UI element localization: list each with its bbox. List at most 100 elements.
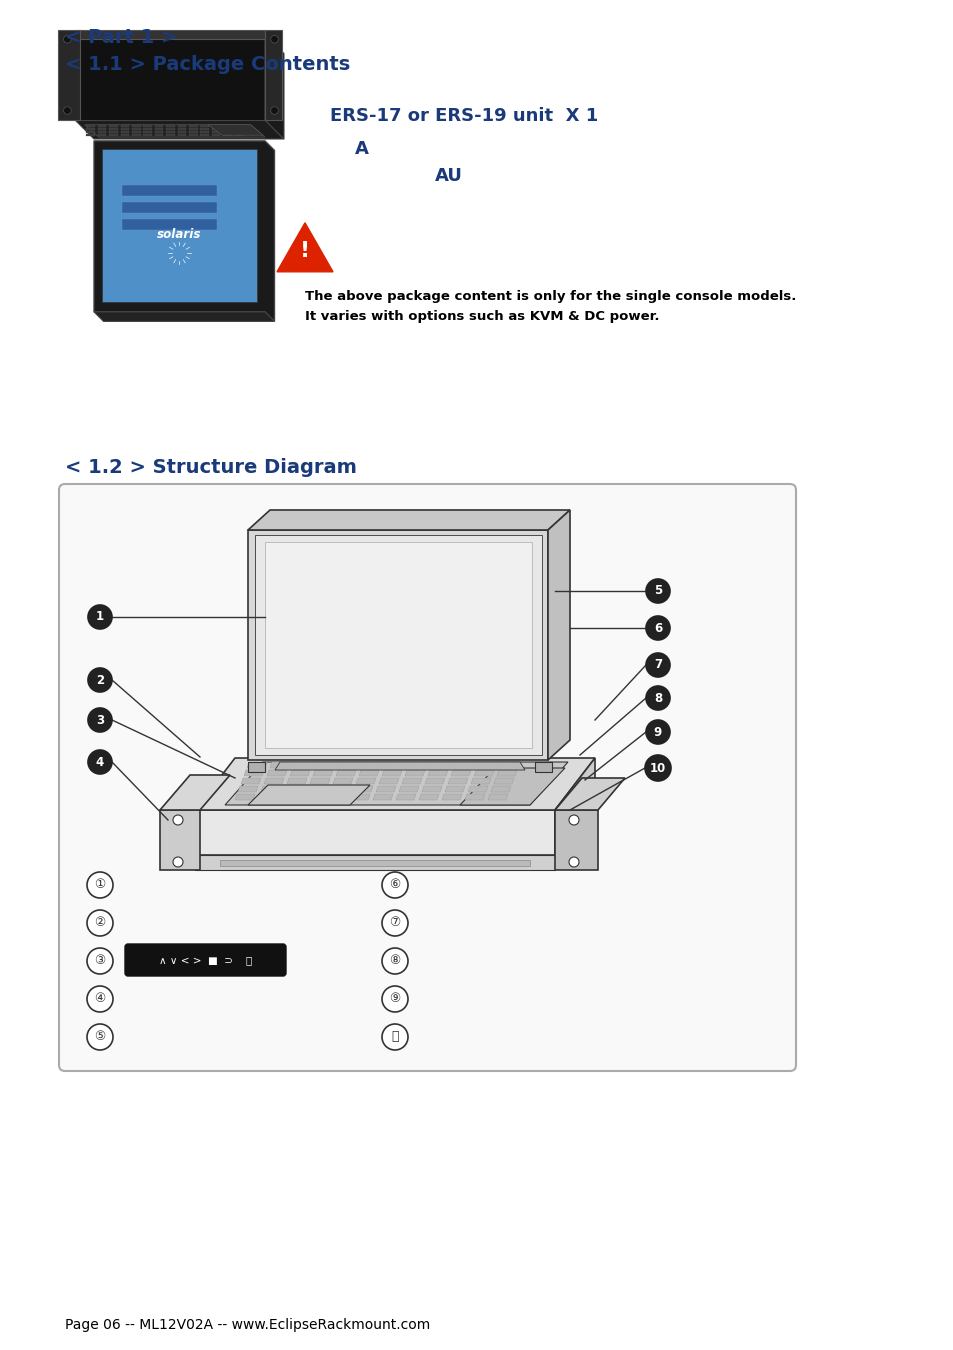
Polygon shape <box>194 810 555 855</box>
Polygon shape <box>444 786 464 792</box>
Circle shape <box>88 668 112 693</box>
Polygon shape <box>98 134 106 136</box>
Text: 7: 7 <box>653 659 661 671</box>
Polygon shape <box>132 124 140 127</box>
Polygon shape <box>535 761 552 772</box>
Text: ⑦: ⑦ <box>389 917 400 930</box>
Circle shape <box>645 720 669 744</box>
Text: ⑧: ⑧ <box>389 954 400 968</box>
Circle shape <box>381 872 408 898</box>
Polygon shape <box>120 124 129 127</box>
Polygon shape <box>265 30 282 120</box>
Text: ⑨: ⑨ <box>389 992 400 1006</box>
Polygon shape <box>315 761 335 768</box>
Circle shape <box>87 1025 112 1050</box>
Polygon shape <box>200 134 209 136</box>
Polygon shape <box>85 124 265 138</box>
Polygon shape <box>87 131 95 134</box>
Polygon shape <box>378 778 398 784</box>
Polygon shape <box>398 786 418 792</box>
Polygon shape <box>547 510 569 760</box>
Circle shape <box>271 107 278 115</box>
Polygon shape <box>497 769 517 776</box>
Text: A: A <box>355 140 369 158</box>
Polygon shape <box>189 131 197 134</box>
Polygon shape <box>408 761 428 768</box>
Polygon shape <box>177 131 186 134</box>
Circle shape <box>64 35 71 43</box>
Polygon shape <box>335 769 355 776</box>
Polygon shape <box>248 761 265 772</box>
Text: 10: 10 <box>649 761 665 775</box>
Polygon shape <box>488 794 507 801</box>
Polygon shape <box>177 134 186 136</box>
Polygon shape <box>166 134 174 136</box>
Polygon shape <box>264 778 284 784</box>
Polygon shape <box>491 786 511 792</box>
Polygon shape <box>212 128 220 130</box>
Polygon shape <box>194 855 555 869</box>
Polygon shape <box>353 786 373 792</box>
Polygon shape <box>75 120 284 139</box>
Polygon shape <box>200 128 209 130</box>
Polygon shape <box>154 128 163 130</box>
Text: It varies with options such as KVM & DC power.: It varies with options such as KVM & DC … <box>305 310 659 323</box>
Polygon shape <box>87 124 95 127</box>
Polygon shape <box>234 128 243 130</box>
Polygon shape <box>421 786 441 792</box>
Polygon shape <box>223 134 232 136</box>
Polygon shape <box>194 757 595 810</box>
Polygon shape <box>98 131 106 134</box>
Circle shape <box>172 857 183 867</box>
Polygon shape <box>234 131 243 134</box>
Polygon shape <box>418 794 438 801</box>
Polygon shape <box>94 140 274 321</box>
Polygon shape <box>468 786 488 792</box>
Circle shape <box>381 948 408 973</box>
Polygon shape <box>223 131 232 134</box>
Polygon shape <box>431 761 451 768</box>
Polygon shape <box>143 134 152 136</box>
Text: < Part 1 >: < Part 1 > <box>65 28 177 47</box>
Polygon shape <box>154 131 163 134</box>
Polygon shape <box>428 769 448 776</box>
Circle shape <box>172 815 183 825</box>
Text: ②: ② <box>94 917 106 930</box>
Polygon shape <box>241 778 261 784</box>
Circle shape <box>568 857 578 867</box>
Text: ④: ④ <box>94 992 106 1006</box>
Polygon shape <box>237 786 257 792</box>
Circle shape <box>645 616 669 640</box>
Polygon shape <box>220 860 530 865</box>
Polygon shape <box>87 134 95 136</box>
Polygon shape <box>476 761 497 768</box>
Polygon shape <box>257 794 277 801</box>
Polygon shape <box>284 786 304 792</box>
Polygon shape <box>212 131 220 134</box>
Polygon shape <box>143 131 152 134</box>
Text: ERS-17 or ERS-19 unit  X 1: ERS-17 or ERS-19 unit X 1 <box>330 107 598 126</box>
Polygon shape <box>189 124 197 127</box>
Polygon shape <box>494 778 514 784</box>
Bar <box>122 185 217 196</box>
Polygon shape <box>120 131 129 134</box>
Polygon shape <box>109 131 117 134</box>
Polygon shape <box>98 124 106 127</box>
Text: 5: 5 <box>653 585 661 598</box>
Polygon shape <box>212 124 220 127</box>
Polygon shape <box>304 794 324 801</box>
Polygon shape <box>143 128 152 130</box>
Polygon shape <box>189 128 197 130</box>
Polygon shape <box>248 531 547 760</box>
Polygon shape <box>132 131 140 134</box>
Polygon shape <box>223 128 232 130</box>
Polygon shape <box>248 784 370 805</box>
Text: 8: 8 <box>653 691 661 705</box>
Polygon shape <box>254 535 541 755</box>
Polygon shape <box>441 794 461 801</box>
Polygon shape <box>98 128 106 130</box>
Polygon shape <box>405 769 424 776</box>
Polygon shape <box>464 794 484 801</box>
Polygon shape <box>361 761 381 768</box>
Text: < 1.2 > Structure Diagram: < 1.2 > Structure Diagram <box>65 458 356 477</box>
